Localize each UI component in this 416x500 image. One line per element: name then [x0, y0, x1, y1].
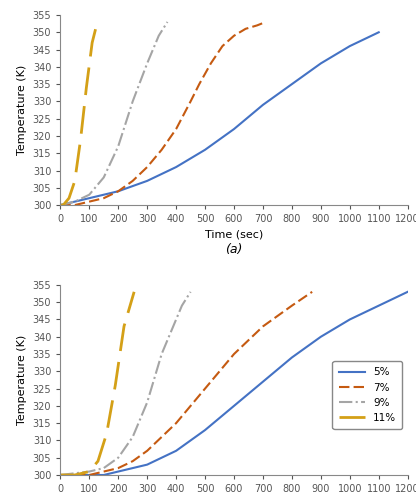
Legend: 5%, 7%, 9%, 11%: 5%, 7%, 9%, 11%	[332, 361, 402, 429]
Text: (a): (a)	[225, 243, 243, 256]
Y-axis label: Temperature (K): Temperature (K)	[17, 335, 27, 425]
Y-axis label: Temperature (K): Temperature (K)	[17, 65, 27, 155]
X-axis label: Time (sec): Time (sec)	[205, 230, 263, 239]
